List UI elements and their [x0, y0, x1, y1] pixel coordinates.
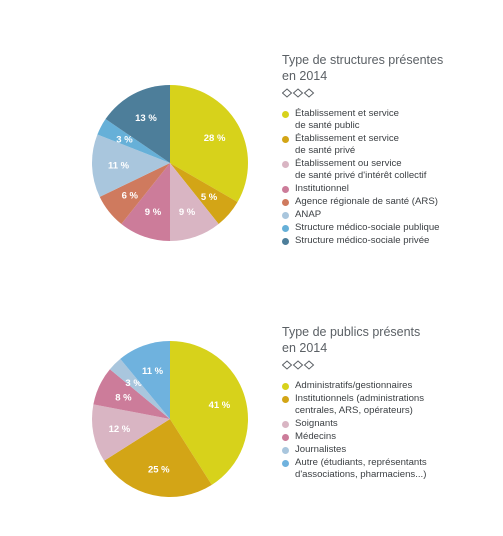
- slice-value-label: 6 %: [122, 191, 139, 202]
- diamond-icon: [303, 360, 315, 370]
- slice-value-label: 13 %: [135, 113, 157, 124]
- legend-label: Institutionnels (administrations central…: [295, 393, 425, 416]
- legend-swatch: [282, 395, 289, 403]
- legend-label: Établissement et service de santé privé: [295, 133, 399, 156]
- slice-value-label: 11 %: [108, 160, 130, 171]
- pie-slice: [170, 85, 249, 202]
- legend-item: Établissement ou service de santé privé …: [282, 158, 498, 182]
- pie-slice: [92, 404, 170, 461]
- legend-label: Journalistes: [295, 444, 347, 455]
- diamond-icon: [282, 360, 293, 370]
- pie-slice: [93, 369, 170, 419]
- legend-label: Agence régionale de santé (ARS): [295, 196, 438, 207]
- slice-value-label: 9 %: [179, 207, 196, 218]
- legend-item: Soignants: [282, 418, 498, 430]
- pie-slice: [99, 163, 170, 224]
- legend-label: Institutionnel: [295, 183, 349, 194]
- pie-slice: [170, 341, 248, 485]
- slice-value-label: 12 %: [109, 424, 131, 435]
- legend-swatch: [282, 160, 289, 168]
- legend-swatch: [282, 237, 289, 245]
- legend-publics: Type de publics présents en 2014 Adminis…: [282, 324, 498, 482]
- legend-swatch: [282, 185, 289, 193]
- legend-label: Administratifs/gestionnaires: [295, 380, 413, 391]
- pie-slice: [97, 119, 170, 163]
- slice-value-label: 3 %: [116, 134, 133, 145]
- legend-item: Journalistes: [282, 444, 498, 456]
- slice-value-label: 5 %: [201, 192, 218, 203]
- diamonds-ornament: [282, 360, 315, 370]
- pie-slice: [104, 419, 212, 497]
- diamond-icon: [292, 360, 304, 370]
- legend-swatch: [282, 211, 289, 219]
- legend-list: Établissement et service de santé public…: [282, 108, 498, 247]
- pie-chart-structures: 28 % 5 % 9 % 9 % 6 % 11 % 3 %13 %: [92, 85, 249, 241]
- legend-item: Structure médico-sociale publique: [282, 222, 498, 234]
- pie-slice: [120, 341, 170, 419]
- legend-label: Soignants: [295, 418, 338, 429]
- legend-swatch: [282, 224, 289, 232]
- pie-slice: [109, 358, 170, 419]
- slice-value-label: 25 %: [148, 465, 170, 476]
- legend-label: ANAP: [295, 209, 322, 220]
- legend-item: Institutionnel: [282, 183, 498, 195]
- slice-value-label: 28 %: [204, 133, 226, 144]
- pie-slice: [105, 85, 170, 163]
- slice-value-label: 9 %: [145, 207, 162, 218]
- legend-swatch: [282, 382, 289, 390]
- pie-slice: [92, 134, 170, 197]
- chart-title-publics: Type de publics présents en 2014: [282, 325, 421, 355]
- legend-list: Administratifs/gestionnaires Institutionn…: [282, 380, 498, 481]
- pie-chart-publics: 41 % 25 % 12 % 8 % 3 %11 %: [92, 341, 248, 497]
- legend-label: Autre (étudiants, représentants d'associ…: [295, 457, 427, 480]
- diamonds-ornament: [282, 88, 315, 98]
- legend-label: Structure médico-sociale publique: [295, 222, 440, 233]
- legend-item: Structure médico-sociale privée: [282, 235, 498, 247]
- diamond-icon: [303, 88, 315, 98]
- legend-label: Médecins: [295, 431, 337, 442]
- pie-slice: [170, 163, 238, 224]
- legend-structures: Type de structures présentes en 2014 Éta…: [282, 52, 498, 248]
- slice-value-label: 3 %: [125, 378, 142, 389]
- slice-value-label: 8 %: [115, 393, 132, 404]
- chart-title-structures: Type de structures présentes en 2014: [282, 53, 444, 83]
- legend-swatch: [282, 420, 289, 428]
- legend-item: ANAP: [282, 209, 498, 221]
- legend-swatch: [282, 198, 289, 206]
- legend-swatch: [282, 110, 289, 118]
- legend-swatch: [282, 459, 289, 467]
- legend-item: Établissement et service de santé public: [282, 108, 498, 132]
- slice-value-label: 41 %: [209, 400, 231, 411]
- legend-item: Agence régionale de santé (ARS): [282, 196, 498, 208]
- legend-item: Institutionnels (administrations central…: [282, 393, 498, 417]
- legend-label: Établissement ou service de santé privé …: [295, 158, 427, 181]
- legend-label: Établissement et service de santé public: [295, 108, 399, 131]
- diamond-icon: [282, 88, 293, 98]
- legend-item: Administratifs/gestionnaires: [282, 380, 498, 392]
- legend-swatch: [282, 433, 289, 441]
- legend-swatch: [282, 135, 289, 143]
- pie-slice: [121, 163, 170, 241]
- legend-item: Médecins: [282, 431, 498, 443]
- legend-item: Établissement et service de santé privé: [282, 133, 498, 157]
- pie-slice: [170, 163, 219, 241]
- legend-item: Autre (étudiants, représentants d'associ…: [282, 457, 498, 481]
- slice-value-label: 11 %: [142, 366, 164, 377]
- diamond-icon: [292, 88, 304, 98]
- legend-label: Structure médico-sociale privée: [295, 235, 430, 246]
- legend-swatch: [282, 446, 289, 454]
